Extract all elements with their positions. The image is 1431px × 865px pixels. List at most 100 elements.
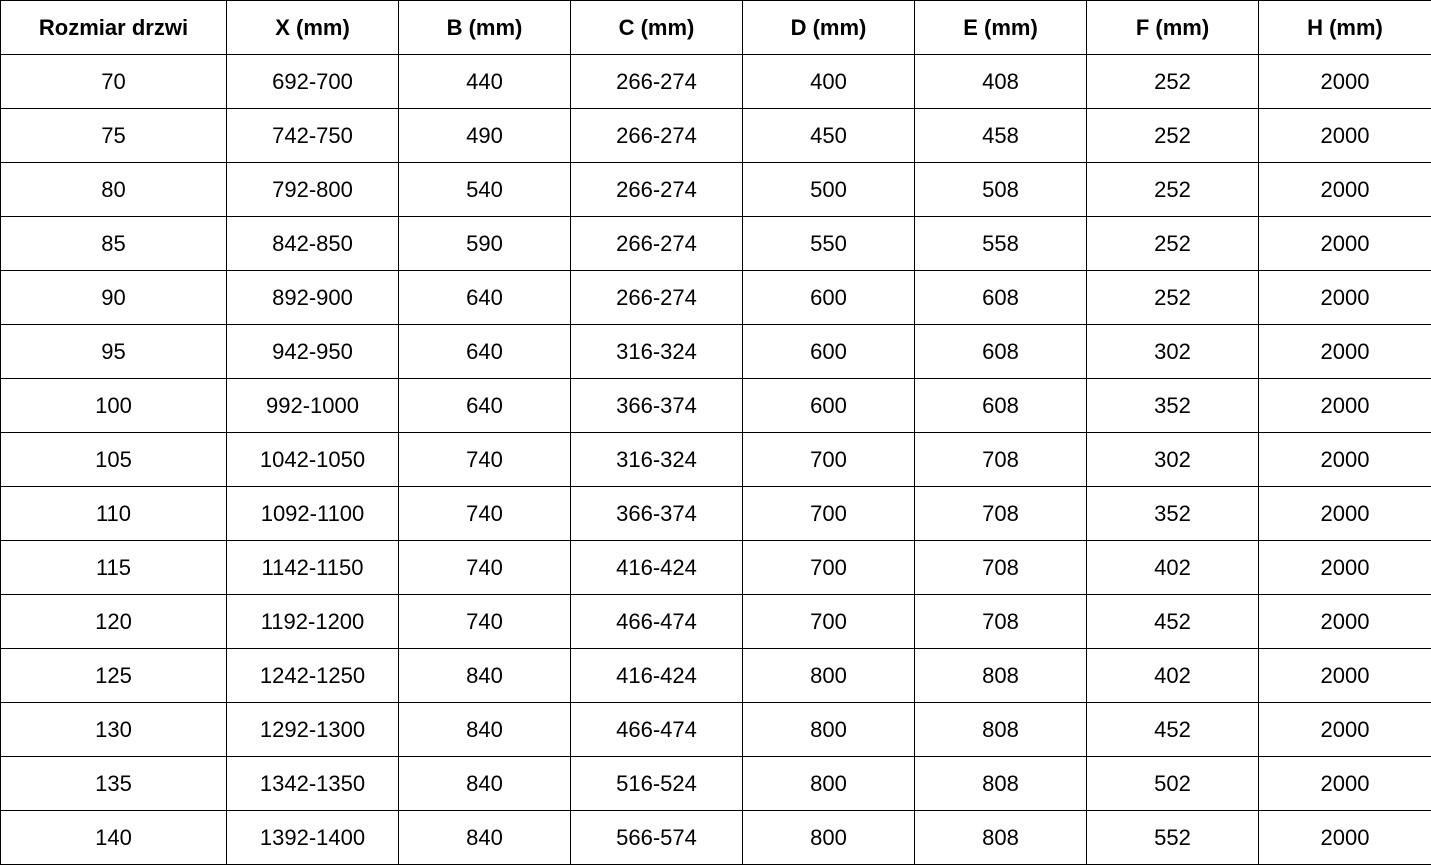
table-cell: 558: [914, 216, 1087, 271]
table-cell: 95: [0, 324, 227, 379]
table-cell: 266-274: [570, 108, 743, 163]
table-cell: 800: [742, 648, 915, 703]
table-cell: 490: [398, 108, 571, 163]
table-cell: 458: [914, 108, 1087, 163]
table-cell: 140: [0, 810, 227, 865]
table-cell: 600: [742, 324, 915, 379]
table-cell: 590: [398, 216, 571, 271]
table-cell: 1342-1350: [226, 756, 399, 811]
header-row: Rozmiar drzwi X (mm) B (mm) C (mm) D (mm) E (…: [0, 0, 1431, 55]
table-cell: 402: [1086, 540, 1259, 595]
table-cell: 640: [398, 324, 571, 379]
table-cell: 700: [742, 486, 915, 541]
table-row: 140 1392-1400 840 566-574 800 808 552 2000: [0, 810, 1431, 865]
table-row: 75 742-750 490 266-274 450 458 252 2000: [0, 108, 1431, 163]
table-cell: 700: [742, 540, 915, 595]
table-cell: 708: [914, 540, 1087, 595]
table-cell: 302: [1086, 432, 1259, 487]
table-cell: 2000: [1258, 702, 1431, 757]
table-cell: 1042-1050: [226, 432, 399, 487]
table-cell: 316-324: [570, 324, 743, 379]
table-cell: 516-524: [570, 756, 743, 811]
table-cell: 502: [1086, 756, 1259, 811]
table-cell: 1242-1250: [226, 648, 399, 703]
table-cell: 100: [0, 378, 227, 433]
table-cell: 252: [1086, 270, 1259, 325]
table-cell: 266-274: [570, 270, 743, 325]
table-cell: 466-474: [570, 594, 743, 649]
table-row: 110 1092-1100 740 366-374 700 708 352 2000: [0, 486, 1431, 541]
table-cell: 2000: [1258, 54, 1431, 109]
table-row: 85 842-850 590 266-274 550 558 252 2000: [0, 216, 1431, 271]
table-cell: 740: [398, 486, 571, 541]
table-row: 125 1242-1250 840 416-424 800 808 402 2000: [0, 648, 1431, 703]
table-cell: 800: [742, 810, 915, 865]
table-cell: 2000: [1258, 432, 1431, 487]
table-cell: 700: [742, 432, 915, 487]
table-cell: 892-900: [226, 270, 399, 325]
table-cell: 2000: [1258, 108, 1431, 163]
table-cell: 352: [1086, 486, 1259, 541]
table-cell: 2000: [1258, 270, 1431, 325]
table-cell: 266-274: [570, 216, 743, 271]
table-cell: 500: [742, 162, 915, 217]
table-cell: 808: [914, 756, 1087, 811]
table-cell: 266-274: [570, 162, 743, 217]
table-cell: 450: [742, 108, 915, 163]
table-cell: 1292-1300: [226, 702, 399, 757]
table-cell: 105: [0, 432, 227, 487]
table-cell: 70: [0, 54, 227, 109]
table-cell: 2000: [1258, 594, 1431, 649]
table-cell: 115: [0, 540, 227, 595]
table-cell: 552: [1086, 810, 1259, 865]
table-cell: 2000: [1258, 378, 1431, 433]
table-cell: 508: [914, 162, 1087, 217]
table-cell: 252: [1086, 216, 1259, 271]
table-cell: 840: [398, 702, 571, 757]
table-cell: 800: [742, 756, 915, 811]
table-cell: 90: [0, 270, 227, 325]
table-cell: 85: [0, 216, 227, 271]
table-cell: 540: [398, 162, 571, 217]
table-cell: 992-1000: [226, 378, 399, 433]
table-cell: 550: [742, 216, 915, 271]
table-row: 80 792-800 540 266-274 500 508 252 2000: [0, 162, 1431, 217]
table-cell: 452: [1086, 702, 1259, 757]
table-cell: 302: [1086, 324, 1259, 379]
column-header: C (mm): [570, 0, 743, 55]
table-cell: 608: [914, 324, 1087, 379]
table-cell: 252: [1086, 162, 1259, 217]
table-cell: 2000: [1258, 810, 1431, 865]
table-cell: 1092-1100: [226, 486, 399, 541]
table-cell: 640: [398, 378, 571, 433]
table-row: 70 692-700 440 266-274 400 408 252 2000: [0, 54, 1431, 109]
table-cell: 452: [1086, 594, 1259, 649]
table-cell: 840: [398, 648, 571, 703]
table-cell: 120: [0, 594, 227, 649]
table-cell: 252: [1086, 108, 1259, 163]
table-cell: 708: [914, 594, 1087, 649]
column-header: B (mm): [398, 0, 571, 55]
column-header: X (mm): [226, 0, 399, 55]
table-cell: 842-850: [226, 216, 399, 271]
table-cell: 80: [0, 162, 227, 217]
table-cell: 1192-1200: [226, 594, 399, 649]
column-header: Rozmiar drzwi: [0, 0, 227, 55]
table-cell: 700: [742, 594, 915, 649]
table-cell: 742-750: [226, 108, 399, 163]
table-row: 90 892-900 640 266-274 600 608 252 2000: [0, 270, 1431, 325]
table-cell: 125: [0, 648, 227, 703]
table-row: 130 1292-1300 840 466-474 800 808 452 2000: [0, 702, 1431, 757]
table-cell: 75: [0, 108, 227, 163]
table-cell: 600: [742, 270, 915, 325]
table-cell: 942-950: [226, 324, 399, 379]
table-cell: 366-374: [570, 378, 743, 433]
table-cell: 740: [398, 432, 571, 487]
table-cell: 252: [1086, 54, 1259, 109]
table-cell: 266-274: [570, 54, 743, 109]
table-cell: 708: [914, 486, 1087, 541]
table-cell: 808: [914, 702, 1087, 757]
table-cell: 566-574: [570, 810, 743, 865]
table-row: 120 1192-1200 740 466-474 700 708 452 2000: [0, 594, 1431, 649]
